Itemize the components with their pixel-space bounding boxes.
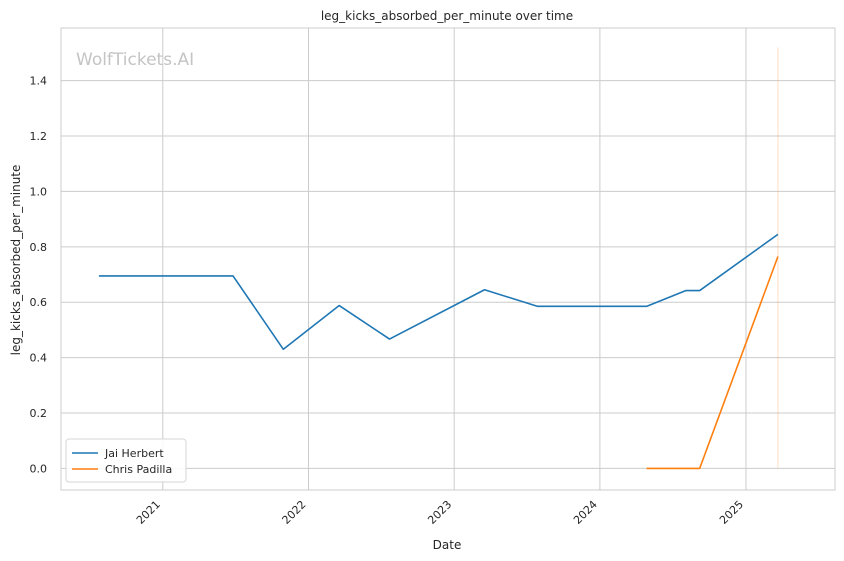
plot-area bbox=[60, 27, 836, 491]
x-tick-label: 2025 bbox=[717, 498, 746, 527]
chart-title: leg_kicks_absorbed_per_minute over time bbox=[321, 9, 573, 23]
y-tick-label: 0.8 bbox=[30, 241, 48, 254]
x-tick-label: 2023 bbox=[425, 498, 454, 527]
y-tick-label: 0.2 bbox=[30, 407, 48, 420]
y-tick-label: 1.2 bbox=[30, 130, 48, 143]
x-tick-label: 2022 bbox=[280, 498, 309, 527]
legend-box bbox=[65, 438, 187, 483]
y-axis-ticks: 0.0 0.2 0.4 0.6 0.8 1.0 1.2 1.4 bbox=[30, 75, 48, 476]
series-line-2 bbox=[646, 256, 779, 470]
y-tick-label: 1.4 bbox=[30, 75, 48, 88]
x-tick-label: 2021 bbox=[134, 498, 163, 527]
y-tick-label: 1.0 bbox=[30, 185, 48, 198]
y-axis-label: leg_kicks_absorbed_per_minute bbox=[9, 165, 23, 356]
legend-label: Chris Padilla bbox=[105, 463, 172, 476]
x-tick-label: 2024 bbox=[571, 498, 600, 527]
watermark: WolfTickets.AI bbox=[76, 50, 194, 70]
x-axis-label: Date bbox=[433, 538, 462, 552]
grid bbox=[61, 28, 835, 490]
x-axis-ticks: 2021 2022 2023 2024 2025 bbox=[134, 498, 746, 527]
series-line-1 bbox=[98, 233, 779, 351]
y-tick-label: 0.6 bbox=[30, 296, 48, 309]
y-tick-label: 0.4 bbox=[30, 352, 48, 365]
y-tick-label: 0.0 bbox=[30, 462, 48, 475]
legend-label: Jai Herbert bbox=[104, 447, 164, 460]
legend: Jai Herbert Chris Padilla bbox=[65, 438, 187, 483]
series-lines bbox=[98, 233, 779, 470]
